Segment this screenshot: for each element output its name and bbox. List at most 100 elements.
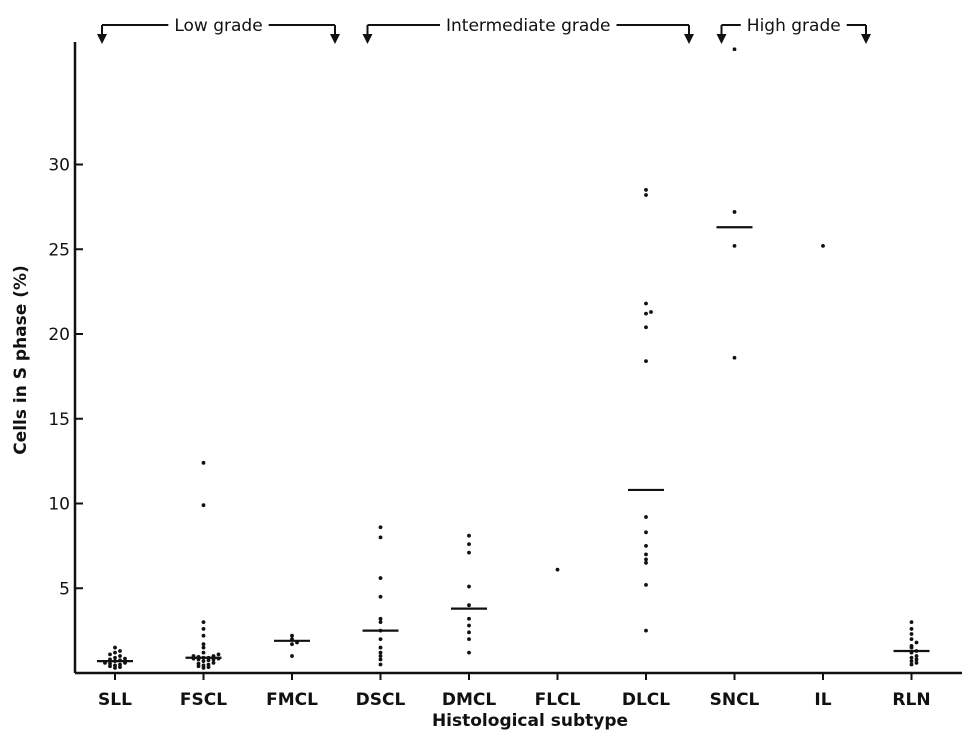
- data-point-sncl: [732, 243, 737, 248]
- data-point-fmcl: [290, 633, 294, 638]
- data-point-sll: [118, 662, 122, 667]
- y-tick-label: 25: [48, 240, 70, 260]
- data-point-fscl: [201, 503, 206, 508]
- data-point-dmcl: [467, 584, 471, 589]
- data-point-dlcl: [644, 543, 648, 548]
- data-point-dlcl: [644, 188, 648, 192]
- arrowhead-left-icon: [97, 34, 107, 44]
- data-point-dscl: [378, 662, 383, 667]
- data-point-fmcl: [290, 654, 294, 658]
- y-tick-label: 20: [48, 325, 70, 345]
- data-point-rln: [909, 659, 914, 664]
- y-tick-label: 10: [48, 495, 70, 515]
- y-axis-title: Cells in S phase (%): [11, 265, 31, 455]
- data-point-dlcl: [644, 557, 648, 562]
- data-point-flcl: [555, 567, 560, 572]
- data-point-dscl: [378, 535, 383, 540]
- data-point-sll: [118, 654, 122, 658]
- data-point-il: [821, 243, 825, 248]
- data-point-fscl: [201, 659, 206, 664]
- data-point-dmcl: [467, 550, 471, 555]
- data-point-dscl: [378, 657, 383, 662]
- arrowhead-right-icon: [684, 34, 694, 44]
- data-point-dmcl: [467, 637, 471, 641]
- data-point-dlcl: [644, 582, 648, 587]
- x-axis-title: Histological subtype: [432, 711, 628, 731]
- data-point-sncl: [732, 210, 737, 214]
- data-point-rln: [909, 620, 914, 625]
- data-point-dlcl: [644, 311, 648, 316]
- data-point-fscl: [201, 460, 206, 465]
- arrowhead-left-icon: [362, 34, 373, 44]
- arrowhead-left-icon: [716, 34, 727, 44]
- data-point-rln: [909, 627, 914, 631]
- data-point-dscl: [378, 525, 383, 530]
- data-point-rln: [914, 654, 919, 658]
- y-ticks: 5 10 15 20 25 30: [48, 156, 83, 599]
- data-point-fscl: [201, 620, 206, 625]
- data-point-dmcl: [467, 623, 471, 628]
- data-point-dmcl: [467, 650, 471, 655]
- x-tick-labels: SLL FSCL FMCL DSCL DMCL FLCL DLCL SNCL IL RLN: [98, 673, 931, 710]
- data-point-fscl: [201, 645, 206, 650]
- grade-label-high-grade: High grade: [747, 16, 841, 36]
- data-point-sll: [113, 663, 117, 668]
- data-point-rln: [914, 657, 919, 662]
- data-point-sll: [108, 661, 112, 666]
- data-point-dscl: [378, 594, 383, 599]
- data-point-dscl: [378, 616, 383, 621]
- x-tick-label-flcl: FLCL: [535, 690, 581, 710]
- data-point-rln: [909, 662, 914, 667]
- grade-bracket-low-grade: Low grade: [97, 16, 340, 44]
- data-point-fscl: [216, 652, 221, 657]
- y-tick-label: 30: [48, 156, 70, 176]
- data-point-sll: [113, 645, 117, 650]
- x-tick-label-fmcl: FMCL: [266, 690, 318, 710]
- data-point-sll: [113, 655, 117, 660]
- data-point-sll: [113, 650, 117, 655]
- data-point-rln: [909, 655, 914, 660]
- data-point-dscl: [378, 620, 383, 625]
- data-point-fscl: [211, 660, 216, 665]
- data-point-rln: [909, 637, 914, 641]
- data-point-dlcl: [644, 530, 648, 535]
- data-point-dlcl: [644, 359, 648, 364]
- x-tick-label-dscl: DSCL: [356, 690, 406, 710]
- y-tick-label: 15: [48, 410, 70, 430]
- data-point-sll: [118, 649, 122, 653]
- data-point-sncl: [732, 47, 737, 52]
- data-point-dlcl: [644, 560, 648, 565]
- data-point-fscl: [201, 642, 206, 647]
- data-point-fscl: [201, 663, 206, 668]
- data-point-dlcl: [649, 310, 653, 314]
- data-point-fscl: [206, 662, 211, 667]
- grade-brackets: Low grade Intermediate grade High grade: [97, 16, 871, 44]
- data-point-dmcl: [467, 542, 471, 547]
- x-tick-label-dlcl: DLCL: [622, 690, 670, 710]
- x-tick-label-dmcl: DMCL: [442, 690, 497, 710]
- data-point-dmcl: [467, 533, 471, 538]
- data-point-dscl: [378, 645, 383, 650]
- grade-bracket-high-grade: High grade: [716, 16, 871, 44]
- data-point-dscl: [378, 637, 383, 641]
- data-point-fscl: [201, 627, 206, 631]
- grade-label-intermediate-grade: Intermediate grade: [446, 16, 611, 36]
- grade-label-low-grade: Low grade: [174, 16, 262, 36]
- data-point-dmcl: [467, 616, 471, 621]
- data-point-dscl: [378, 650, 383, 655]
- data-point-dlcl: [644, 301, 648, 306]
- median-lines: [97, 226, 930, 663]
- data-points: [103, 47, 919, 670]
- data-point-fmcl: [290, 642, 294, 647]
- data-point-dmcl: [467, 603, 471, 608]
- x-tick-label-sll: SLL: [98, 690, 132, 710]
- data-point-dmcl: [467, 630, 471, 635]
- grade-bracket-intermediate-grade: Intermediate grade: [362, 16, 694, 44]
- arrowhead-right-icon: [861, 34, 871, 44]
- data-point-sll: [123, 656, 127, 661]
- data-point-fscl: [201, 650, 206, 655]
- data-point-dlcl: [644, 628, 648, 633]
- data-point-fscl: [201, 633, 206, 638]
